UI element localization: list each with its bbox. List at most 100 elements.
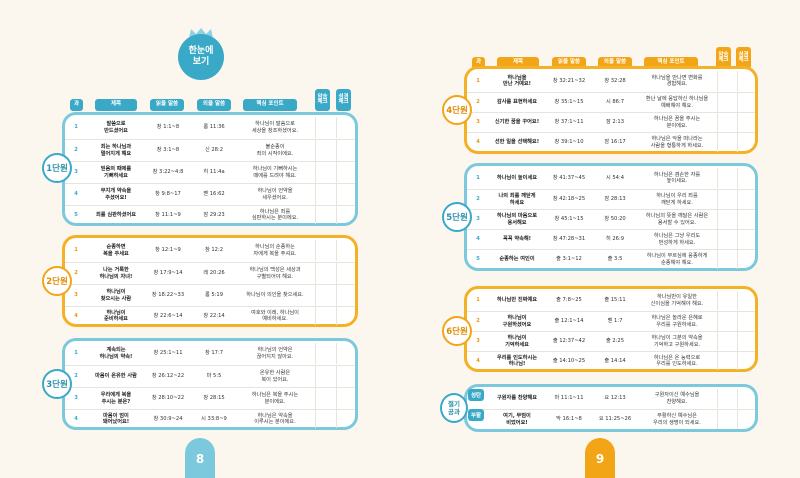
table-row: 구원자를 찬양해요 마 11:1~11 요 12:13 구원자이신 예수님을 찬… [467, 389, 755, 408]
memorize-checkbox[interactable] [315, 410, 336, 428]
page-number-left: 8 [185, 438, 215, 478]
header-ot: 읽을 말씀 [150, 99, 184, 111]
memorize-checkbox[interactable] [717, 410, 737, 429]
table-row: 3 우리에게 복을 주시는 분은? 창 28:10~22 창 28:15 하나님… [65, 387, 355, 409]
bible-checkbox[interactable] [336, 117, 356, 138]
memorize-checkbox[interactable] [717, 113, 737, 132]
bible-checkbox[interactable] [737, 190, 756, 209]
memorize-checkbox[interactable] [315, 388, 336, 409]
bible-checkbox[interactable] [737, 168, 756, 188]
memorize-checkbox[interactable] [717, 312, 737, 331]
bible-checkbox[interactable] [737, 291, 756, 310]
bible-checkbox[interactable] [737, 312, 756, 331]
memorize-checkbox[interactable] [717, 250, 737, 269]
bible-checkbox[interactable] [336, 162, 356, 183]
table-row: 2 나의 죄를 깨닫게 하세요 창 42:18~25 잠 28:13 하나님이 … [467, 189, 755, 209]
unit6-label: 6단원 [442, 316, 472, 346]
table-row: 3 하나님이 찾으시는 사람 창 18:22~33 롬 5:19 하나님이 의인… [65, 284, 355, 306]
header-point: 핵심 포인트 [243, 99, 297, 111]
memorize-checkbox[interactable] [315, 162, 336, 183]
bible-checkbox[interactable] [737, 250, 756, 269]
memorize-checkbox[interactable] [315, 263, 336, 284]
table-row: 4 우리를 인도하시는 하나님! 출 14:10~25 출 14:14 하나님은… [467, 351, 755, 370]
table-row: 1 말씀으로 만드셨어요 창 1:1~8 롬 11:36 하나님이 말씀으로 세… [65, 117, 355, 138]
memorize-checkbox[interactable] [717, 210, 737, 229]
table-row: 여기, 무덤이 비었어요! 막 16:1~8 요 11:25~26 부활하신 예… [467, 409, 755, 429]
bible-checkbox[interactable] [336, 140, 356, 161]
memorize-checkbox[interactable] [315, 240, 336, 261]
memorize-checkbox[interactable] [717, 291, 737, 310]
bible-checkbox[interactable] [737, 113, 756, 132]
memorize-checkbox[interactable] [717, 71, 737, 91]
unit1-table: 1 말씀으로 만드셨어요 창 1:1~8 롬 11:36 하나님이 말씀으로 세… [62, 112, 358, 226]
special-tag-easter: 부활 [468, 409, 484, 421]
header-title: 제목 [95, 99, 137, 111]
bible-checkbox[interactable] [737, 230, 756, 249]
memorize-checkbox[interactable] [315, 307, 336, 325]
memorize-checkbox[interactable] [717, 93, 737, 112]
table-row: 3 하나님의 마음으로 용서해요 창 45:1~15 창 50:20 하나님의 … [467, 209, 755, 229]
header-num: 과 [70, 99, 83, 111]
table-row: 2 감사를 표현하세요 창 35:1~15 시 86:7 환난 날에 응답하신 … [467, 92, 755, 112]
memorize-checkbox[interactable] [717, 190, 737, 209]
table-row: 3 신기한 꿈을 꾸어요! 창 37:1~11 잠 2:13 하나님은 꿈을 주… [467, 112, 755, 132]
bible-checkbox[interactable] [737, 332, 756, 351]
memorize-checkbox[interactable] [315, 206, 336, 224]
memorize-checkbox[interactable] [717, 230, 737, 249]
title-line1: 한눈에 [188, 46, 214, 56]
unit3-label: 3단원 [42, 369, 72, 399]
unit2-table: 1 순종하면 복을 주세요 창 12:1~9 창 12:2 하나님의 순종하는 … [62, 235, 358, 327]
table-row: 2 마음이 온유한 사람 창 26:12~22 마 5:5 온유한 사람은 복이… [65, 365, 355, 387]
table-row: 5 순종하는 여인이 출 3:1~12 출 3:5 하나님이 부르심에 응종하게… [467, 249, 755, 269]
special-tag-christmas: 성탄 [468, 389, 484, 401]
special-table: 구원자를 찬양해요 마 11:1~11 요 12:13 구원자이신 예수님을 찬… [464, 384, 758, 432]
bible-checkbox[interactable] [737, 93, 756, 112]
memorize-checkbox[interactable] [717, 389, 737, 408]
table-row: 1 하나님만 진짜예요 출 7:8~25 출 15:11 하나님만이 유일한 신… [467, 291, 755, 310]
table-row: 4 마음이 엄이 돼어났어요! 창 30:9~24 시 33:8~9 하나님은 … [65, 409, 355, 428]
memorize-checkbox[interactable] [717, 133, 737, 152]
bible-checkbox[interactable] [737, 410, 756, 429]
table-row: 1 계속되는 하나님의 약속! 창 25:1~11 창 17:7 하나님의 언약… [65, 343, 355, 364]
unit5-table: 1 하나님이 높이세요 창 41:37~45 시 54:4 하나님은 겸손한 자… [464, 163, 758, 271]
bible-checkbox[interactable] [336, 307, 356, 325]
memorize-checkbox[interactable] [717, 352, 737, 370]
table-row: 4 무지개 약속을 주셨어요! 창 9:8~17 벧 16:62 하나님이 언약… [65, 183, 355, 205]
right-page: 과 제목 읽을 말씀 외울 말씀 핵심 포인트 암송 체크 성경 체크 1 하나님을… [400, 0, 800, 478]
table-row: 4 꼭꼭 약속해! 창 47:28~31 히 26:9 하나님은 그냥 우리도 … [467, 229, 755, 249]
bible-checkbox[interactable] [737, 389, 756, 408]
memorize-checkbox[interactable] [315, 285, 336, 306]
title-line2: 보기 [192, 57, 210, 67]
memorize-checkbox[interactable] [315, 140, 336, 161]
bible-checkbox[interactable] [336, 410, 356, 428]
memorize-checkbox[interactable] [315, 343, 336, 364]
header-nt: 외울 말씀 [197, 99, 231, 111]
bible-checkbox[interactable] [336, 285, 356, 306]
table-row: 2 하나님이 구원하셨어요 출 12:1~14 벧 1:7 하나님은 놀라운 은… [467, 311, 755, 331]
bible-checkbox[interactable] [737, 133, 756, 152]
unit3-table: 1 계속되는 하나님의 약속! 창 25:1~11 창 17:7 하나님의 언약… [62, 338, 358, 430]
memorize-checkbox[interactable] [315, 184, 336, 205]
bible-checkbox[interactable] [336, 240, 356, 261]
bible-checkbox[interactable] [737, 210, 756, 229]
table-row: 5 죄를 심판하셨어요 창 11:1~9 잠 29:23 하나님은 죄를 심판하… [65, 205, 355, 224]
special-label: 절기 공과 [440, 393, 468, 423]
memorize-checkbox[interactable] [717, 168, 737, 188]
header-check2: 성경 체크 [736, 47, 751, 69]
bible-checkbox[interactable] [336, 343, 356, 364]
memorize-checkbox[interactable] [717, 332, 737, 351]
table-row: 1 하나님이 높이세요 창 41:37~45 시 54:4 하나님은 겸손한 자… [467, 168, 755, 188]
memorize-checkbox[interactable] [315, 117, 336, 138]
table-row: 2 죄는 하나님과 멀어지게 해요 창 3:1~8 신 28:2 불순종이 죄의… [65, 139, 355, 161]
table-row: 4 선한 일을 선택해요! 창 39:1~10 잠 16:17 하나님은 악을 … [467, 132, 755, 152]
memorize-checkbox[interactable] [315, 366, 336, 387]
bible-checkbox[interactable] [737, 352, 756, 370]
bible-checkbox[interactable] [737, 71, 756, 91]
bible-checkbox[interactable] [336, 366, 356, 387]
bible-checkbox[interactable] [336, 263, 356, 284]
bible-checkbox[interactable] [336, 184, 356, 205]
bible-checkbox[interactable] [336, 206, 356, 224]
table-row: 2 나는 거룩한 하나님의 자녀! 창 17:9~14 레 20:26 하나님의… [65, 262, 355, 284]
bible-checkbox[interactable] [336, 388, 356, 409]
unit4-table: 1 하나님을 만난 거예요! 창 32:21~32 창 32:28 하나님을 만… [464, 66, 758, 154]
